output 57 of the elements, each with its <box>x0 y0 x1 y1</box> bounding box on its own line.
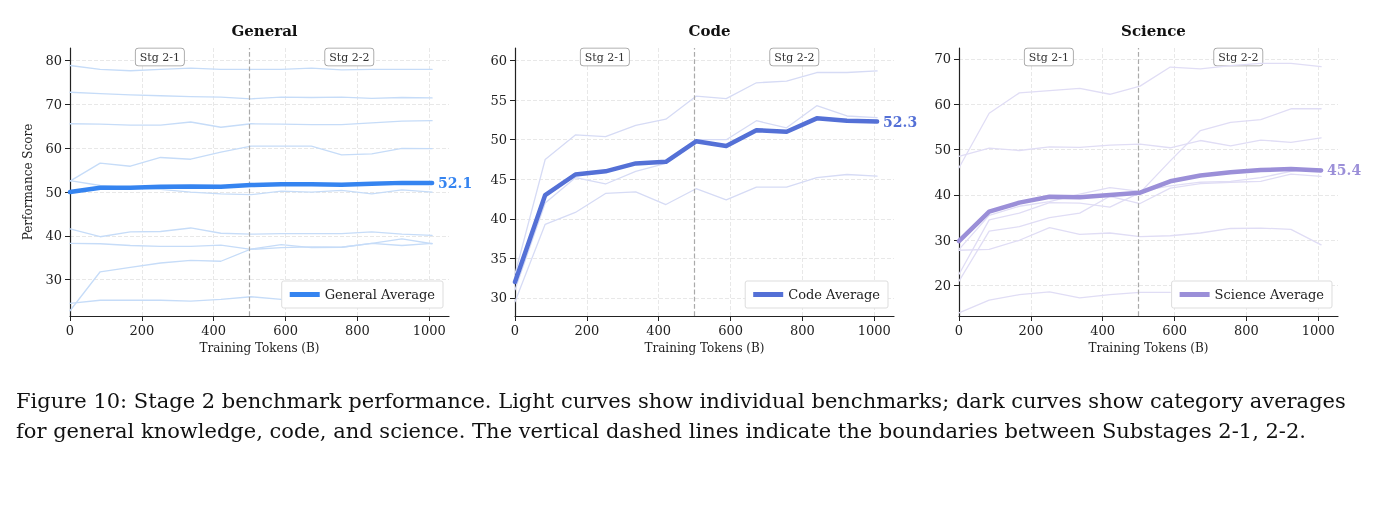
chart-title: Science <box>1121 21 1186 40</box>
y-tick-label: 45 <box>490 171 507 187</box>
annotation: Stg 2-2 <box>774 50 815 64</box>
x-tick-label: 1000 <box>1301 323 1335 338</box>
chart-title: General <box>231 21 298 40</box>
annotation: Stg 2-1 <box>139 50 180 64</box>
x-tick-label: 1000 <box>857 323 891 338</box>
y-tick-label: 50 <box>934 142 951 158</box>
y-tick-label: 50 <box>490 132 507 148</box>
x-tick-label: 800 <box>344 323 370 338</box>
y-tick-label: 30 <box>45 272 62 288</box>
x-tick-label: 600 <box>273 323 298 338</box>
legend-label: Code Average <box>788 287 881 302</box>
x-tick-label: 800 <box>1233 323 1259 338</box>
y-tick-label: 60 <box>490 53 507 69</box>
y-tick-label: 50 <box>45 184 62 200</box>
x-tick-label: 400 <box>1090 323 1116 338</box>
y-tick-label: 80 <box>45 53 62 69</box>
data-label: 52.1 <box>438 174 473 191</box>
x-tick-label: 200 <box>574 323 600 338</box>
y-tick-label: 35 <box>490 250 507 266</box>
x-tick-label: 1000 <box>412 323 446 338</box>
y-tick-label: 30 <box>934 232 951 248</box>
y-tick-label: 70 <box>45 96 62 112</box>
annotation: Stg 2-1 <box>1028 50 1069 64</box>
data-label: 52.3 <box>883 113 918 130</box>
y-tick-label: 55 <box>490 92 507 108</box>
legend-label: General Average <box>324 287 436 302</box>
y-tick-label: 40 <box>45 228 62 244</box>
chart-title: Code <box>688 21 731 40</box>
y-tick-label: 40 <box>490 211 507 227</box>
y-tick-label: 30 <box>490 290 507 306</box>
x-tick-label: 800 <box>789 323 815 338</box>
y-tick-label: 20 <box>934 278 951 294</box>
legend-label: Science Average <box>1214 287 1325 302</box>
x-tick-label: 0 <box>510 323 520 338</box>
y-tick-label: 60 <box>45 140 62 156</box>
x-tick-label: 600 <box>718 323 743 338</box>
x-tick-label: 0 <box>954 323 964 338</box>
y-tick-label: 60 <box>934 96 951 112</box>
y-axis-title: Performance Score <box>21 123 35 241</box>
annotation: Stg 2-2 <box>329 50 370 64</box>
x-tick-label: 400 <box>201 323 227 338</box>
x-axis-title: Training Tokens (B) <box>199 340 320 355</box>
caption: Figure 10: Stage 2 benchmark performance. Light curves show individual benchmarks; dark curves show category averages for general knowledge, code, and science. The vertical dashed lines indicate the boundaries between Substages 2-1, 2-2. <box>16 388 1347 445</box>
x-tick-label: 600 <box>1162 323 1187 338</box>
annotation: Stg 2-1 <box>584 50 625 64</box>
x-tick-label: 0 <box>65 323 75 338</box>
data-label: 45.4 <box>1327 162 1362 179</box>
y-tick-label: 40 <box>934 187 951 203</box>
x-tick-label: 400 <box>646 323 672 338</box>
x-axis-title: Training Tokens (B) <box>1088 340 1209 355</box>
y-tick-label: 70 <box>934 51 951 67</box>
annotation: Stg 2-2 <box>1218 50 1259 64</box>
x-axis-title: Training Tokens (B) <box>644 340 765 355</box>
x-tick-label: 200 <box>1018 323 1044 338</box>
x-tick-label: 200 <box>129 323 155 338</box>
